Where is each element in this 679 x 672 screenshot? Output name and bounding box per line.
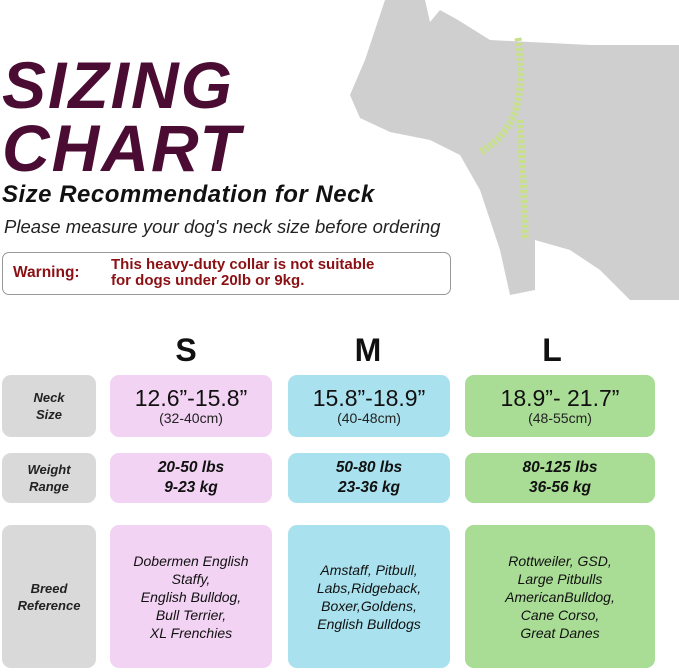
size-header-l: L xyxy=(542,332,562,368)
warning-line-1: This heavy-duty collar is not suitable xyxy=(111,256,375,273)
title-chart: CHART xyxy=(2,111,242,185)
row-label-neck-size: Neck Size xyxy=(2,375,96,437)
size-header-m: M xyxy=(354,332,382,368)
warning-line-2: for dogs under 20lb or 9kg. xyxy=(111,272,305,289)
subtitle: Size Recommendation for Neck xyxy=(2,181,375,208)
dog-silhouette-illustration xyxy=(350,0,679,300)
weight-m: 50-80 lbs 23-36 kg xyxy=(288,453,450,503)
breed-s: Dobermen English Staffy, English Bulldog, B… xyxy=(110,525,272,668)
size-header-s: S xyxy=(175,332,197,368)
breed-m: Amstaff, Pitbull, Labs,Ridgeback, Boxer,Go… xyxy=(288,525,450,668)
breed-l: Rottweiler, GSD, Large Pitbulls AmericanBu… xyxy=(465,525,655,668)
neck-size-s: 12.6”-15.8” (32-40cm) xyxy=(110,375,272,437)
row-label-weight-range: Weight Range xyxy=(2,453,96,503)
neck-size-l: 18.9”- 21.7” (48-55cm) xyxy=(465,375,655,437)
instruction-text: Please measure your dog's neck size befo… xyxy=(4,216,441,237)
warning-label: Warning: xyxy=(13,264,80,281)
weight-s: 20-50 lbs 9-23 kg xyxy=(110,453,272,503)
row-label-breed-reference: Breed Reference xyxy=(2,525,96,668)
neck-size-m: 15.8”-18.9” (40-48cm) xyxy=(288,375,450,437)
weight-l: 80-125 lbs 36-56 kg xyxy=(465,453,655,503)
warning-box: Warning: This heavy-duty collar is not s… xyxy=(2,252,451,295)
title-sizing: SIZING xyxy=(2,48,235,122)
